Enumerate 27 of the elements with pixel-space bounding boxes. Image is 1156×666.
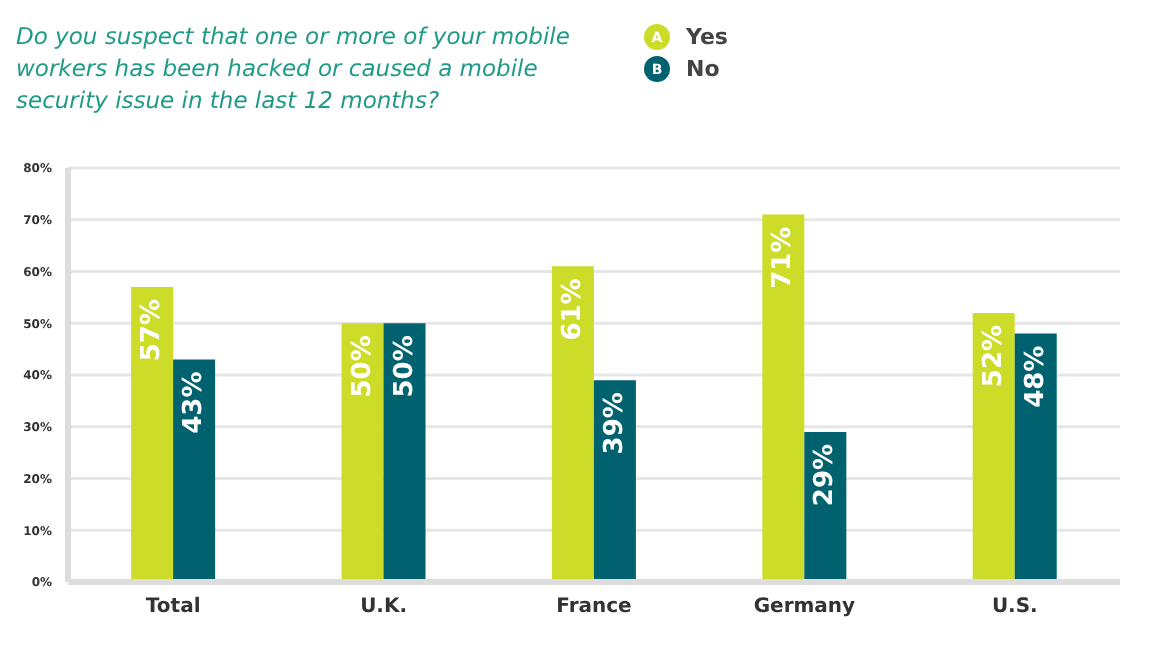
data-label: 48% [1020,345,1051,408]
data-label: 39% [599,392,630,455]
data-label: 61% [557,278,588,341]
x-tick-label: Germany [753,596,857,619]
x-tick-label: France [556,596,633,619]
bar [383,323,426,582]
chart-title: Do you suspect that one or more of your mobile workers has been hacked or caused a mobile security issue in the last 12 months? [16,20,572,118]
data-label: 52% [978,324,1009,388]
x-tick-label: U.S. [991,596,1038,619]
bar [551,266,594,582]
data-label: 71% [768,226,799,289]
data-label: 29% [810,443,841,507]
data-label: 43% [179,371,210,434]
data-label: 50% [389,335,420,398]
legend-label: No [686,56,720,82]
data-label: 57% [137,299,168,362]
x-tick-label: U.K. [360,596,408,619]
bar [1014,333,1057,582]
bar [131,287,174,582]
x-tick-label: Total [145,596,201,619]
bar [972,312,1015,582]
bar [173,359,216,582]
data-label: 50% [347,335,378,398]
bar [341,323,384,582]
bar [762,214,805,582]
legend-label: Yes [686,24,728,50]
bar [593,380,636,582]
